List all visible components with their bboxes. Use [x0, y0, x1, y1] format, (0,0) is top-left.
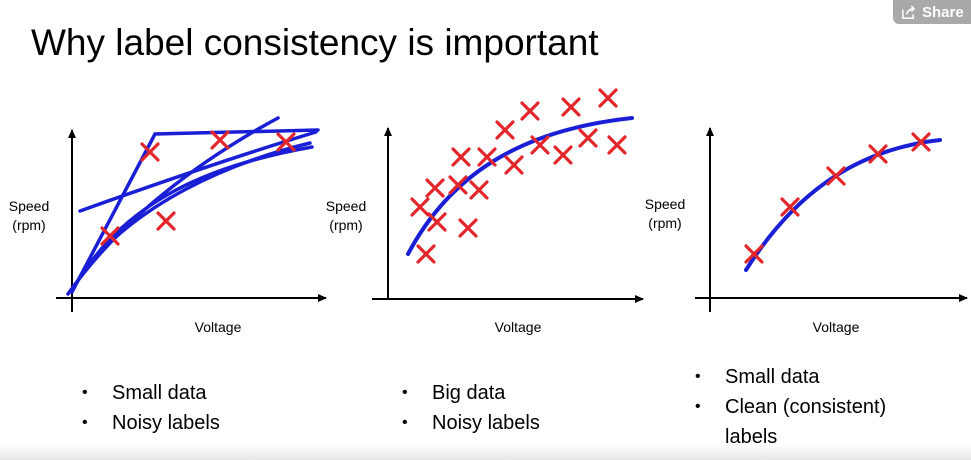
data-point: [100, 226, 120, 246]
panel-3-fit-curve: [744, 138, 942, 272]
bullet-item: Small data: [82, 378, 220, 408]
panel-1-fit-flat: [78, 130, 318, 213]
bullet-item-continuation: labels: [725, 426, 778, 448]
share-icon: [902, 4, 916, 19]
data-point: [826, 166, 846, 186]
data-point: [561, 97, 581, 117]
data-point: [744, 244, 764, 264]
share-label: Share: [922, 3, 964, 21]
data-point: [458, 218, 478, 238]
bullet-item: Big data: [402, 378, 540, 408]
data-point: [504, 155, 524, 175]
panel-1-fit-steep: [70, 128, 320, 294]
data-point: [607, 135, 627, 155]
bullet-item: Noisy labels: [402, 408, 540, 438]
data-point: [553, 145, 573, 165]
panel-2-axes: [372, 127, 644, 303]
data-point: [210, 130, 230, 150]
panel-3-markers: [744, 132, 931, 264]
data-point: [530, 135, 550, 155]
panel-1-ylabel: Speed (rpm): [8, 198, 50, 233]
panel-2-bullets: Big data Noisy labels: [402, 378, 540, 438]
panel-3-axes: [695, 127, 968, 312]
data-point: [477, 147, 497, 167]
data-point: [451, 147, 471, 167]
data-point: [495, 120, 515, 140]
panel-1-bullets: Small data Noisy labels: [82, 378, 220, 438]
panel-1-markers: [100, 130, 296, 246]
data-point: [276, 132, 296, 152]
panel-1-xlabel: Voltage: [194, 319, 242, 335]
panel-3-bullets: Small data Clean (consistent) labels: [695, 362, 886, 452]
data-point: [425, 178, 445, 198]
data-point: [868, 144, 888, 164]
data-point: [578, 128, 598, 148]
panel-2-xlabel: Voltage: [494, 319, 542, 335]
panel-2-fit-curve: [406, 116, 634, 256]
panel-3-curves: [744, 138, 942, 272]
data-point: [140, 142, 160, 162]
data-point: [427, 212, 447, 232]
panel-1-curves: [66, 116, 320, 296]
slide-title: Why label consistency is important: [31, 22, 599, 63]
data-point: [448, 175, 468, 195]
bullet-item: Noisy labels: [82, 408, 220, 438]
panel-2-curves: [406, 116, 634, 256]
data-point: [156, 211, 176, 231]
panel-2-ylabel: Speed (rpm): [325, 198, 367, 233]
data-point: [911, 132, 931, 152]
bullet-item: Clean (consistent): [695, 392, 886, 422]
data-point: [469, 180, 489, 200]
panel-1-axes: [56, 129, 327, 312]
panel-3-ylabel: Speed (rpm): [644, 196, 686, 231]
panel-2-markers: [410, 88, 627, 264]
data-point: [520, 101, 540, 121]
panel-3-xlabel: Voltage: [812, 319, 860, 335]
panel-1-fit-diagonal: [66, 116, 280, 296]
data-point: [780, 197, 800, 217]
data-point: [416, 244, 436, 264]
share-button[interactable]: Share: [893, 0, 971, 24]
data-point: [598, 88, 618, 108]
data-point: [410, 197, 430, 217]
bottom-fade: [0, 444, 971, 460]
bullet-item: Small data: [695, 362, 886, 392]
panel-1-fit-curve-2: [86, 141, 312, 267]
